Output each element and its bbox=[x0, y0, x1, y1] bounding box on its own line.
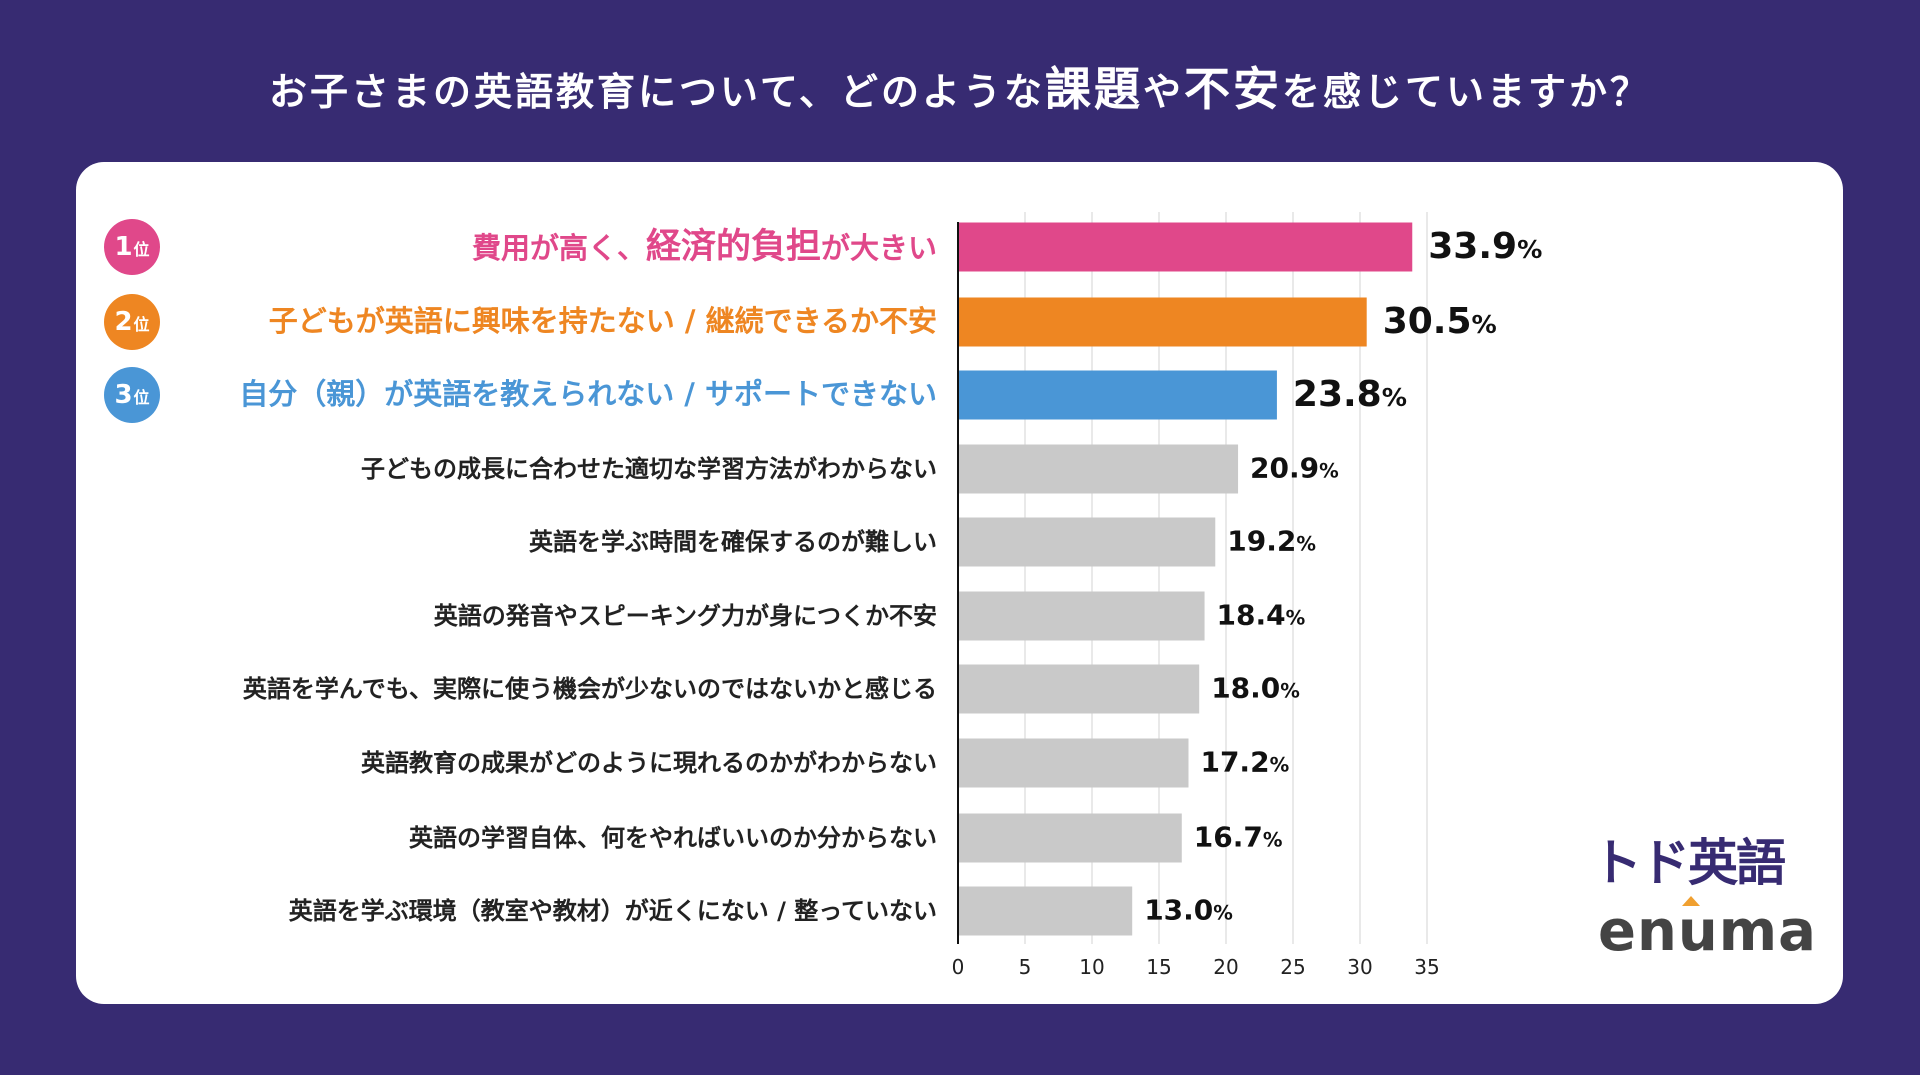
rank-suffix: 位 bbox=[133, 388, 150, 407]
bar bbox=[958, 813, 1182, 863]
percent-sign: % bbox=[1262, 828, 1283, 852]
category-label-part: 英語の発音やスピーキング力が身につくか不安 bbox=[433, 601, 937, 630]
category-label-part: 英語教育の成果がどのように現れるのかがわからない bbox=[361, 748, 937, 777]
data-label: 23.8% bbox=[1293, 375, 1407, 415]
category-label-part: が大きい bbox=[820, 230, 937, 265]
x-tick-label: 30 bbox=[1347, 955, 1372, 979]
percent-sign: % bbox=[1319, 459, 1339, 483]
title-part: や bbox=[1142, 70, 1184, 114]
x-tick-label: 10 bbox=[1079, 955, 1104, 979]
rank-number: 3 bbox=[114, 380, 133, 410]
category-label-part: 子どもの成長に合わせた適切な学習方法がわからない bbox=[361, 454, 937, 483]
value-number: 33.9 bbox=[1428, 226, 1518, 268]
percent-sign: % bbox=[1280, 679, 1300, 703]
category-label-part: 費用が高く、 bbox=[471, 230, 646, 265]
value-number: 16.7 bbox=[1193, 820, 1263, 854]
title-part: 不安 bbox=[1183, 62, 1282, 116]
rank-number: 2 bbox=[114, 307, 133, 337]
bar bbox=[958, 297, 1367, 347]
percent-sign: % bbox=[1269, 753, 1290, 777]
percent-sign: % bbox=[1471, 310, 1497, 340]
bar bbox=[958, 370, 1277, 420]
chart-title: お子さまの英語教育について、どのような課題や不安を感じていますか？ bbox=[0, 62, 1920, 117]
bar bbox=[958, 738, 1189, 788]
x-tick-label: 5 bbox=[1019, 955, 1032, 979]
category-label-part: 英語を学んでも、実際に使う機会が少ないのではないかと感じる bbox=[242, 674, 937, 703]
category-label-part: 子どもが英語に興味を持たない / 継続できるか不安 bbox=[268, 304, 937, 339]
data-label: 18.0% bbox=[1211, 671, 1300, 705]
logo-hat-icon bbox=[1682, 896, 1700, 906]
bar-chart: 0 5 10 15 20 25 30 35 bbox=[952, 212, 1440, 979]
x-tick-label: 15 bbox=[1146, 955, 1171, 979]
value-number: 19.2 bbox=[1227, 524, 1297, 558]
bar bbox=[958, 517, 1216, 567]
category-label-part: 自分（親）が英語を教えられない / サポートできない bbox=[239, 377, 937, 412]
value-number: 18.4 bbox=[1216, 598, 1286, 632]
bar bbox=[958, 444, 1239, 494]
rank-suffix: 位 bbox=[133, 240, 150, 259]
rank-suffix: 位 bbox=[133, 315, 150, 334]
data-label: 30.5% bbox=[1383, 302, 1497, 342]
title-part: お子さまの英語教育について、どのような bbox=[269, 70, 1045, 114]
bar bbox=[958, 591, 1205, 641]
category-label: 英語の学習自体、何をやればいいのか分からない bbox=[409, 825, 937, 851]
bar bbox=[958, 222, 1413, 272]
data-label: 13.0% bbox=[1144, 893, 1233, 927]
data-label: 33.9% bbox=[1428, 227, 1542, 267]
category-label: 英語を学ぶ環境（教室や教材）が近くにない / 整っていない bbox=[289, 898, 937, 924]
value-number: 17.2 bbox=[1200, 745, 1270, 779]
todo-eigo-logo: トド英語 bbox=[1592, 834, 1786, 892]
percent-sign: % bbox=[1285, 606, 1306, 630]
value-number: 20.9 bbox=[1250, 451, 1320, 485]
category-label-part: 英語を学ぶ時間を確保するのが難しい bbox=[529, 527, 937, 556]
category-label-part: 経済的負担 bbox=[645, 226, 821, 267]
value-number: 23.8 bbox=[1292, 374, 1382, 416]
category-label-part: 英語を学ぶ環境（教室や教材）が近くにない / 整っていない bbox=[288, 896, 937, 925]
x-tick-label: 25 bbox=[1280, 955, 1305, 979]
data-label: 19.2% bbox=[1227, 524, 1316, 558]
value-number: 18.0 bbox=[1211, 671, 1281, 705]
category-label-part: 英語の学習自体、何をやればいいのか分からない bbox=[409, 823, 937, 852]
percent-sign: % bbox=[1296, 532, 1316, 556]
value-number: 30.5 bbox=[1382, 301, 1472, 343]
data-label: 18.4% bbox=[1216, 598, 1306, 632]
bar bbox=[958, 664, 1200, 714]
category-label: 費用が高く、経済的負担が大きい bbox=[472, 228, 937, 267]
x-tick-label: 20 bbox=[1213, 955, 1238, 979]
value-number: 13.0 bbox=[1144, 893, 1214, 927]
chart-card: 0 5 10 15 20 25 30 35 33.9% 費用が高く、経済的負担が大きい 1 位 30.… bbox=[76, 162, 1843, 1004]
title-part: を感じていますか？ bbox=[1281, 70, 1651, 114]
enuma-logo: enuma bbox=[1598, 896, 1817, 960]
category-label: 英語を学ぶ時間を確保するのが難しい bbox=[529, 529, 937, 555]
category-label: 英語を学んでも、実際に使う機会が少ないのではないかと感じる bbox=[243, 676, 937, 702]
percent-sign: % bbox=[1381, 383, 1407, 413]
percent-sign: % bbox=[1213, 901, 1233, 925]
category-label: 自分（親）が英語を教えられない / サポートできない bbox=[239, 377, 937, 412]
x-tick-label: 0 bbox=[952, 955, 965, 979]
data-label: 16.7% bbox=[1193, 820, 1283, 854]
rank-number: 1 bbox=[114, 232, 133, 262]
percent-sign: % bbox=[1517, 235, 1543, 265]
enuma-logo-text: enuma bbox=[1598, 899, 1817, 964]
category-label: 英語教育の成果がどのように現れるのかがわからない bbox=[361, 750, 937, 776]
bar bbox=[958, 886, 1133, 936]
data-label: 20.9% bbox=[1250, 451, 1339, 485]
x-tick-label: 35 bbox=[1414, 955, 1439, 979]
category-label: 子どもが英語に興味を持たない / 継続できるか不安 bbox=[268, 304, 937, 339]
category-label: 子どもの成長に合わせた適切な学習方法がわからない bbox=[361, 456, 937, 482]
data-label: 17.2% bbox=[1200, 745, 1290, 779]
category-label: 英語の発音やスピーキング力が身につくか不安 bbox=[434, 603, 937, 629]
title-part: 課題 bbox=[1044, 62, 1143, 116]
